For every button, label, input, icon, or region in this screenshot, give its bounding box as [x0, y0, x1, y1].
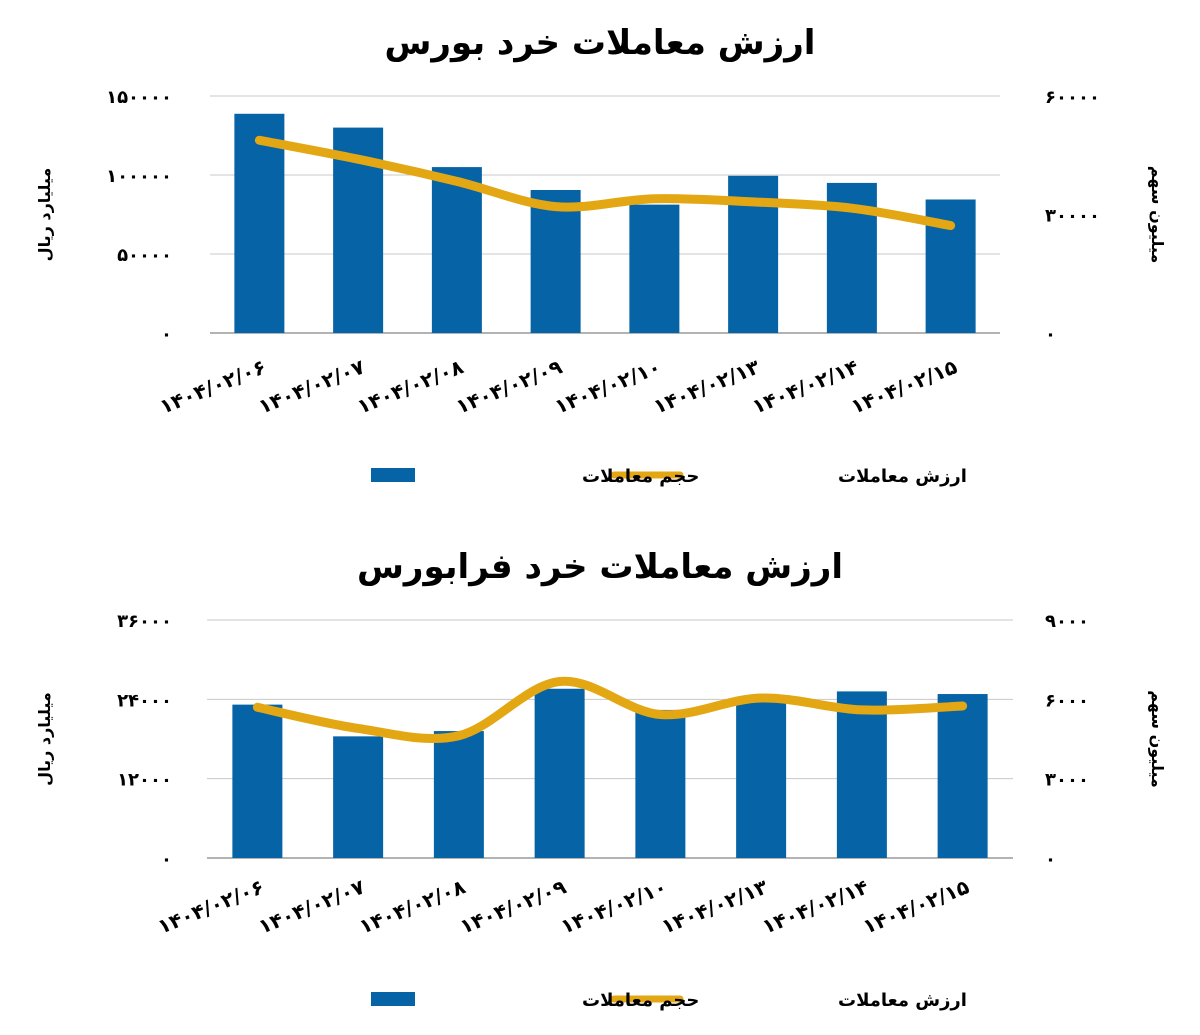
x-tick-label: ۱۴۰۴/۰۲/۱۴ [759, 874, 872, 938]
bar [232, 704, 283, 858]
y-tick-label-right: ۰ [1045, 324, 1056, 345]
legend-label-bar: حجم معاملات [582, 990, 699, 1011]
bar [530, 190, 581, 333]
y-axis-title-right: میلیون سهم [1148, 166, 1167, 264]
x-tick-label: ۱۴۰۴/۰۲/۱۵ [847, 354, 960, 418]
bar [629, 204, 680, 333]
x-tick-label: ۱۴۰۴/۰۲/۰۶ [156, 354, 269, 418]
x-tick-label: ۱۴۰۴/۰۲/۰۸ [356, 874, 469, 938]
x-tick-label: ۱۴۰۴/۰۲/۰۶ [154, 874, 267, 938]
x-tick-label: ۱۴۰۴/۰۲/۰۸ [354, 354, 467, 418]
y-axis-title-left: میلیارد ریال [35, 692, 54, 786]
chart-1: ارزش معاملات خرد بورس ۰ ۵۰۰۰۰ ۱۰۰۰۰۰ ۱۵۰۰۰۰ ۰… [35, 23, 1167, 487]
y-tick-label-left: ۱۰۰۰۰۰ [106, 166, 172, 187]
bar [534, 688, 585, 858]
y-axis-title-left: میلیارد ریال [35, 168, 54, 262]
legend-swatch-bar [371, 992, 415, 1006]
x-tick-label: ۱۴۰۴/۰۲/۰۹ [452, 354, 565, 418]
bar [836, 691, 887, 858]
line-series [254, 135, 956, 231]
x-tick-label: ۱۴۰۴/۰۲/۱۰ [551, 354, 664, 418]
y-tick-label-right: ۳۰۰۰۰ [1045, 206, 1100, 227]
y-tick-label-right: ۳۰۰۰ [1045, 770, 1089, 791]
y-tick-label-left: ۰ [161, 324, 172, 345]
bar [333, 736, 384, 858]
line-series [252, 676, 968, 744]
y-tick-label-right: ۶۰۰۰۰ [1045, 87, 1100, 108]
bar [736, 699, 787, 858]
x-tick-label: ۱۴۰۴/۰۲/۱۰ [557, 874, 670, 938]
y-tick-label-right: ۰ [1045, 849, 1056, 870]
legend-label-bar: حجم معاملات [582, 466, 699, 487]
x-tick-label: ۱۴۰۴/۰۲/۰۷ [255, 874, 368, 938]
legend-label-line: ارزش معاملات [838, 990, 967, 1011]
x-tick-label: ۱۴۰۴/۰۲/۱۳ [658, 874, 771, 938]
legend-label-line: ارزش معاملات [838, 466, 967, 487]
y-tick-label-left: ۱۲۰۰۰ [117, 770, 172, 791]
bar [635, 709, 686, 858]
x-tick-label: ۱۴۰۴/۰۲/۱۳ [650, 354, 763, 418]
y-tick-label-left: ۲۴۰۰۰ [117, 690, 172, 711]
x-tick-label: ۱۴۰۴/۰۲/۰۷ [255, 354, 368, 418]
bar [431, 167, 482, 333]
bar [234, 113, 285, 334]
chart-2: ارزش معاملات خرد فرابورس ۰ ۱۲۰۰۰ ۲۴۰۰۰ ۳۶۰۰۰… [35, 547, 1167, 1011]
bar [433, 731, 484, 858]
y-tick-label-left: ۳۶۰۰۰ [117, 611, 172, 632]
chart-title: ارزش معاملات خرد بورس [385, 23, 816, 63]
y-tick-label-right: ۶۰۰۰ [1045, 690, 1089, 711]
bar [937, 694, 988, 858]
chart-title: ارزش معاملات خرد فرابورس [357, 547, 843, 587]
x-tick-label: ۱۴۰۴/۰۲/۰۹ [456, 874, 569, 938]
y-tick-label-left: ۱۵۰۰۰۰ [106, 87, 172, 108]
x-tick-label: ۱۴۰۴/۰۲/۱۵ [859, 874, 972, 938]
y-tick-label-left: ۰ [161, 849, 172, 870]
legend-swatch-bar [371, 468, 415, 482]
y-tick-label-left: ۵۰۰۰۰ [117, 245, 172, 266]
y-tick-label-right: ۹۰۰۰ [1045, 611, 1089, 632]
y-axis-title-right: میلیون سهم [1148, 690, 1167, 788]
x-tick-label: ۱۴۰۴/۰۲/۱۴ [749, 354, 862, 418]
